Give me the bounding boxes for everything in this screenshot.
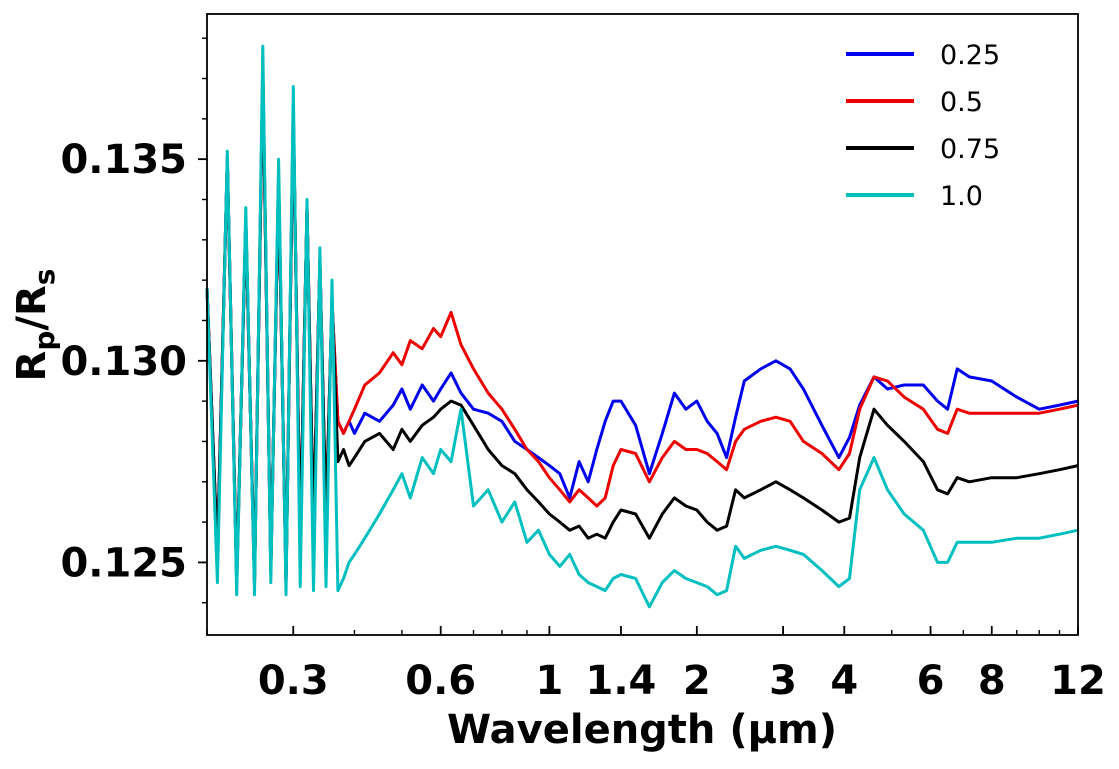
y-title-subscript: p bbox=[28, 331, 61, 351]
legend-label-0.75: 0.75 bbox=[940, 134, 1000, 165]
x-tick-label: 4 bbox=[830, 658, 858, 704]
y-axis-title: Rp/Rs bbox=[9, 269, 61, 382]
y-tick-label: 0.125 bbox=[60, 540, 187, 586]
x-tick-label: 12 bbox=[1050, 658, 1106, 704]
x-tick-label: 0.3 bbox=[258, 658, 329, 704]
y-title-subscript: s bbox=[28, 269, 61, 286]
y-title-part: /R bbox=[9, 285, 55, 330]
legend: 0.25 0.5 0.75 1.0 bbox=[846, 40, 1000, 212]
x-tick-label: 3 bbox=[769, 658, 797, 704]
legend-label-0.5: 0.5 bbox=[940, 87, 983, 118]
series-line-1.0 bbox=[205, 44, 1079, 609]
series-group bbox=[205, 44, 1079, 609]
legend-label-0.25: 0.25 bbox=[940, 40, 1000, 71]
y-tick-label: 0.130 bbox=[60, 339, 187, 385]
y-axis-title-text: Rp/Rs bbox=[9, 269, 61, 382]
x-tick-label: 2 bbox=[683, 658, 711, 704]
x-tick-label: 1 bbox=[535, 658, 563, 704]
x-tick-label: 1.4 bbox=[586, 658, 657, 704]
ticks-group: 0.3 0.6 1 1.4 2 3 4 6 8 12 0.125 0.130 0.135 bbox=[60, 37, 1106, 704]
x-axis-title: Wavelength (μm) bbox=[447, 707, 837, 753]
x-tick-label: 8 bbox=[978, 658, 1006, 704]
x-tick-label: 0.6 bbox=[405, 658, 476, 704]
x-tick-label: 6 bbox=[917, 658, 945, 704]
y-title-part: R bbox=[9, 351, 55, 382]
y-tick-label: 0.135 bbox=[60, 137, 187, 183]
legend-label-1.0: 1.0 bbox=[940, 181, 983, 212]
plot-frame bbox=[206, 13, 1079, 636]
